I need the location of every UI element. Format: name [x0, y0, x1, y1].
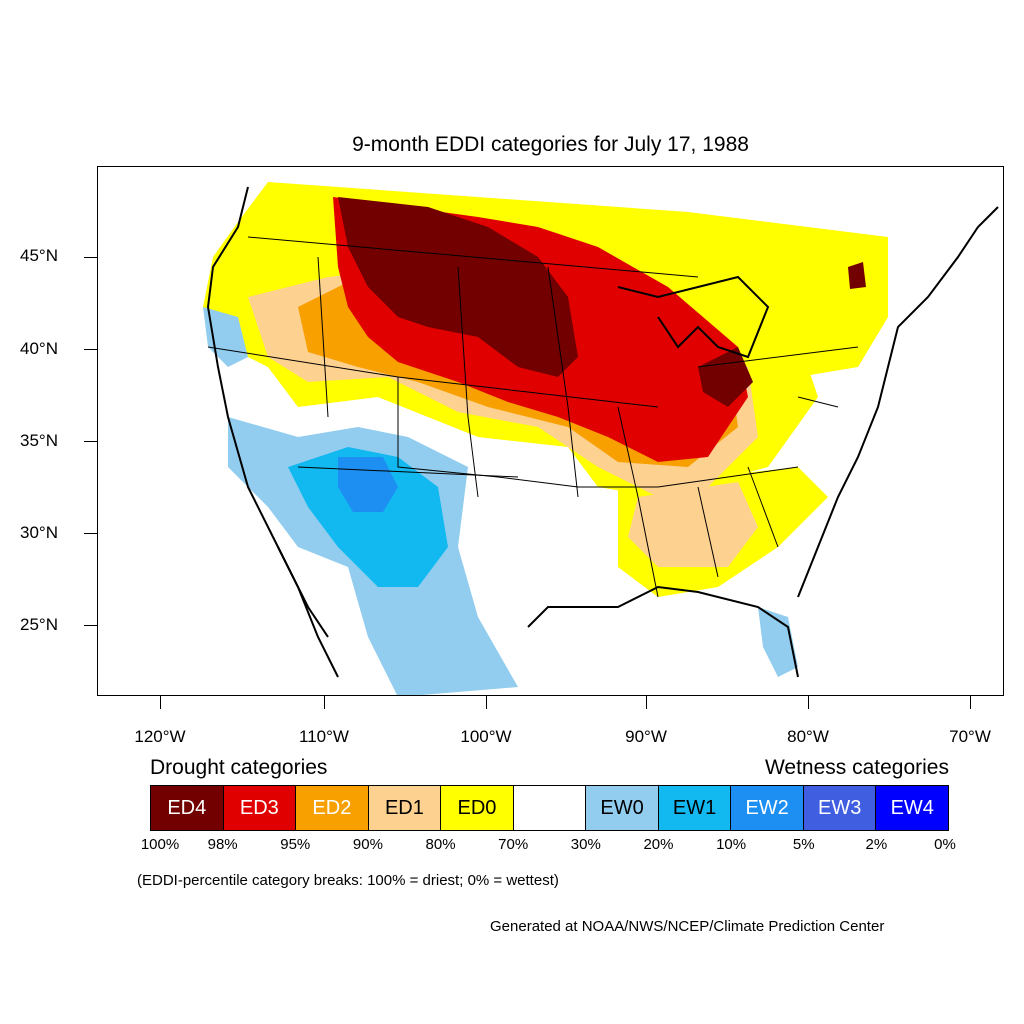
lon-label-110w: 110°W	[299, 727, 349, 746]
legend-cell-ed3: ED3	[223, 786, 297, 830]
percentile-label: 2%	[865, 836, 888, 853]
lon-tick	[160, 696, 161, 709]
legend-cell-ew1: EW1	[658, 786, 732, 830]
lon-tick	[808, 696, 809, 709]
legend-cell-ed0: ED0	[441, 786, 514, 830]
percentile-label: 10%	[716, 836, 747, 853]
percentile-label: 100%	[140, 836, 180, 853]
lon-label-120w: 120°W	[134, 727, 186, 746]
percentile-label: 90%	[352, 836, 383, 853]
legend-cell-ew2: EW2	[731, 786, 804, 830]
percentile-label: 30%	[570, 836, 601, 853]
lon-tick	[646, 696, 647, 709]
category-note: (EDDI-percentile category breaks: 100% =…	[137, 872, 559, 889]
map-title: 9-month EDDI categories for July 17, 198…	[352, 133, 749, 156]
ed4-region	[338, 197, 578, 377]
lon-tick	[486, 696, 487, 709]
credit-line: Generated at NOAA/NWS/NCEP/Climate Predi…	[490, 918, 885, 935]
ew1-southwest	[288, 447, 448, 587]
percentile-label: 95%	[280, 836, 311, 853]
lat-tick	[84, 349, 97, 350]
coastlines	[206, 186, 999, 678]
eddi-map-graphic	[98, 167, 1003, 695]
ed1-southeast	[628, 482, 758, 567]
state-boundaries	[207, 236, 859, 598]
lat-tick	[84, 625, 97, 626]
percentile-label: 5%	[792, 836, 815, 853]
legend-cell-ew3: EW3	[803, 786, 877, 830]
lat-label-30: 30°N	[20, 523, 58, 542]
wetness-categories-heading: Wetness categories	[764, 756, 949, 779]
percentile-label: 20%	[643, 836, 674, 853]
lat-label-40: 40°N	[20, 339, 58, 358]
lon-tick	[324, 696, 325, 709]
lon-label-100w: 100°W	[460, 727, 512, 746]
lat-label-35: 35°N	[20, 431, 58, 450]
lon-label-80w: 80°W	[787, 727, 829, 746]
eddi-map	[97, 166, 1004, 696]
percentile-label: 70%	[498, 836, 529, 853]
percentile-label: 98%	[207, 836, 238, 853]
percentile-label: 0%	[934, 836, 956, 853]
legend-cell-ew4: EW4	[876, 786, 949, 830]
category-legend: ED4 ED3 ED2 ED1 ED0 EW0 EW1 EW2 EW3 EW4	[150, 785, 949, 831]
lon-tick	[970, 696, 971, 709]
lat-label-45: 45°N	[20, 246, 58, 265]
legend-cell-neutral	[513, 786, 587, 830]
drought-categories-heading: Drought categories	[150, 756, 328, 779]
lat-tick	[84, 441, 97, 442]
lat-tick	[84, 257, 97, 258]
legend-cell-ed1: ED1	[368, 786, 442, 830]
legend-cell-ed4: ED4	[151, 786, 224, 830]
lon-label-70w: 70°W	[949, 727, 991, 746]
lon-label-90w: 90°W	[625, 727, 667, 746]
lat-label-25: 25°N	[20, 615, 58, 634]
ew0-florida	[758, 607, 798, 677]
lat-tick	[84, 533, 97, 534]
percentile-label: 80%	[425, 836, 456, 853]
ed4-ne	[848, 262, 866, 289]
ed0-northeast	[778, 287, 888, 377]
legend-cell-ew0: EW0	[586, 786, 659, 830]
legend-cell-ed2: ED2	[296, 786, 369, 830]
